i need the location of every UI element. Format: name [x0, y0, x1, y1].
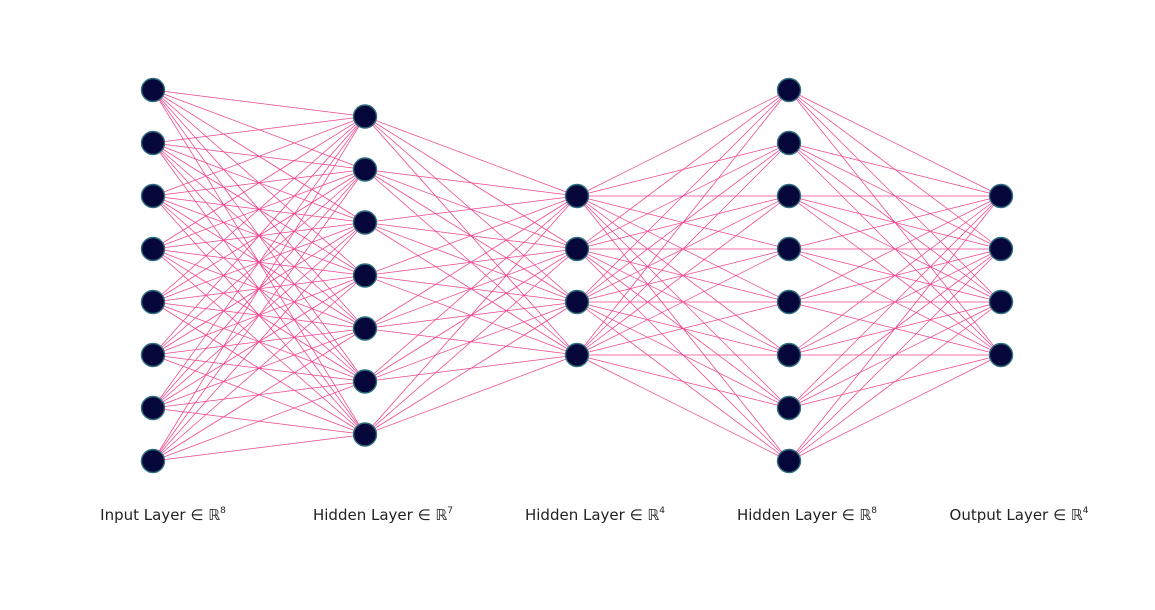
edge-hidden-2-1-to-hidden-3-0: [576, 89, 790, 250]
edge-hidden-2-3-to-hidden-3-0: [576, 89, 790, 356]
node-hidden-1-0: [352, 104, 378, 129]
node-input-4: [140, 289, 166, 315]
edge-hidden-2-3-to-hidden-3-4: [576, 301, 790, 356]
node-output-1: [988, 236, 1014, 262]
edge-hidden-3-7-to-output-3: [788, 354, 1002, 462]
edge-hidden-1-6-to-hidden-2-2: [364, 301, 578, 435]
edge-input-5-to-hidden-1-0: [152, 116, 366, 356]
node-hidden-1-4: [352, 316, 378, 341]
layer-label-input: Input Layer ∈ ℝ8: [100, 506, 226, 524]
edge-hidden-3-4-to-output-0: [788, 195, 1002, 303]
edge-hidden-1-6-to-hidden-2-0: [364, 195, 578, 435]
node-hidden-1-2: [352, 210, 378, 235]
node-hidden-2-2: [564, 289, 590, 315]
node-hidden-1-5: [352, 369, 378, 394]
edge-input-0-to-hidden-1-0: [152, 89, 366, 117]
edge-input-2-to-hidden-1-0: [152, 116, 366, 197]
node-hidden-2-1: [564, 236, 590, 262]
node-input-5: [140, 342, 166, 368]
edge-input-7-to-hidden-1-3: [152, 275, 366, 462]
edge-hidden-1-6-to-hidden-2-3: [364, 354, 578, 435]
edge-hidden-3-3-to-output-0: [788, 195, 1002, 250]
edge-input-1-to-hidden-1-0: [152, 116, 366, 144]
edge-hidden-1-6-to-hidden-2-1: [364, 248, 578, 435]
edge-hidden-2-3-to-hidden-3-7: [576, 354, 790, 462]
edge-hidden-1-2-to-hidden-2-0: [364, 195, 578, 223]
node-hidden-3-1: [776, 130, 802, 156]
node-output-2: [988, 289, 1014, 315]
edge-hidden-1-1-to-hidden-2-0: [364, 169, 578, 197]
node-hidden-2-0: [564, 183, 590, 209]
node-input-3: [140, 236, 166, 262]
edge-hidden-3-7-to-output-0: [788, 195, 1002, 462]
node-input-1: [140, 130, 166, 156]
edge-input-7-to-hidden-1-4: [152, 328, 366, 462]
node-input-6: [140, 395, 166, 421]
node-hidden-3-0: [776, 77, 802, 103]
layer-label-hidden-2: Hidden Layer ∈ ℝ4: [525, 506, 665, 524]
node-hidden-3-7: [776, 448, 802, 474]
layer-label-output: Output Layer ∈ ℝ4: [950, 506, 1089, 524]
edge-hidden-1-4-to-hidden-2-0: [364, 195, 578, 329]
edge-input-7-to-hidden-1-1: [152, 169, 366, 462]
edge-hidden-2-2-to-hidden-3-0: [576, 89, 790, 303]
node-input-2: [140, 183, 166, 209]
edge-hidden-1-5-to-hidden-2-0: [364, 195, 578, 382]
node-hidden-3-5: [776, 342, 802, 368]
edge-hidden-2-3-to-hidden-3-2: [576, 195, 790, 356]
edge-input-6-to-hidden-1-0: [152, 116, 366, 409]
edge-input-4-to-hidden-1-0: [152, 116, 366, 303]
edge-hidden-3-6-to-output-0: [788, 195, 1002, 409]
node-input-0: [140, 77, 166, 103]
edge-input-3-to-hidden-1-0: [152, 116, 366, 250]
edge-hidden-2-3-to-hidden-3-6: [576, 354, 790, 409]
edge-hidden-3-5-to-output-0: [788, 195, 1002, 356]
edge-hidden-1-3-to-hidden-2-0: [364, 195, 578, 276]
node-output-3: [988, 342, 1014, 368]
edge-hidden-3-7-to-output-2: [788, 301, 1002, 462]
layer-label-hidden-3: Hidden Layer ∈ ℝ8: [737, 506, 877, 524]
node-output-0: [988, 183, 1014, 209]
edge-input-7-to-hidden-1-5: [152, 381, 366, 462]
node-hidden-3-2: [776, 183, 802, 209]
edge-input-7-to-hidden-1-6: [152, 434, 366, 462]
layer-labels: Input Layer ∈ ℝ8 Hidden Layer ∈ ℝ7 Hidde…: [100, 506, 1089, 524]
node-input-7: [140, 448, 166, 474]
node-hidden-1-3: [352, 263, 378, 288]
edge-hidden-2-0-to-hidden-3-0: [576, 89, 790, 197]
connection-edges: [152, 89, 1002, 462]
node-hidden-3-6: [776, 395, 802, 421]
node-hidden-1-6: [352, 422, 378, 447]
edge-hidden-3-0-to-output-0: [788, 89, 1002, 197]
edge-hidden-2-3-to-hidden-3-1: [576, 142, 790, 356]
node-hidden-3-3: [776, 236, 802, 262]
edge-hidden-3-7-to-output-1: [788, 248, 1002, 462]
edge-hidden-1-0-to-hidden-2-0: [364, 116, 578, 197]
node-hidden-1-1: [352, 157, 378, 182]
edge-input-7-to-hidden-1-0: [152, 116, 366, 462]
node-hidden-3-4: [776, 289, 802, 315]
neuron-nodes: [140, 77, 1014, 474]
node-hidden-2-3: [564, 342, 590, 368]
layer-label-hidden-1: Hidden Layer ∈ ℝ7: [313, 506, 453, 524]
edge-hidden-3-1-to-output-0: [788, 142, 1002, 197]
edge-hidden-2-3-to-hidden-3-3: [576, 248, 790, 356]
edge-input-7-to-hidden-1-2: [152, 222, 366, 462]
